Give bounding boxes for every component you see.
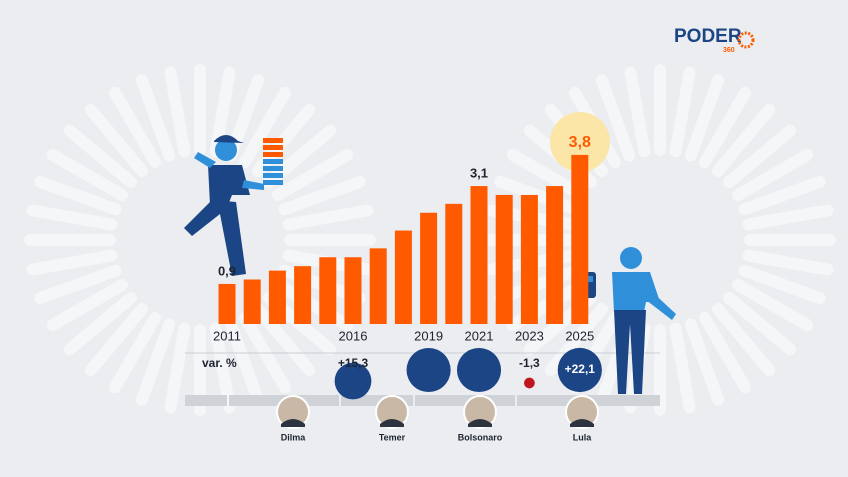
president-suit — [570, 419, 594, 427]
ray — [669, 322, 696, 414]
ray — [84, 103, 149, 178]
ray — [224, 318, 265, 406]
bar — [218, 283, 236, 324]
value-label: 3,8 — [569, 134, 591, 151]
president-name: Temer — [379, 432, 406, 442]
president-photo — [276, 395, 310, 429]
president-suit — [281, 419, 305, 427]
ray — [46, 149, 129, 201]
president-name: Bolsonaro — [458, 432, 503, 442]
value-label: 3,1 — [470, 165, 488, 180]
bar — [394, 230, 412, 324]
bar — [319, 257, 337, 324]
ray — [742, 204, 834, 231]
worker-figure — [184, 135, 283, 276]
logo: PODER — [674, 26, 742, 47]
ray — [722, 124, 797, 189]
x-tick-label: 2021 — [465, 328, 494, 343]
ray — [209, 322, 236, 414]
president-photo — [565, 395, 599, 429]
ray — [684, 318, 725, 406]
ray — [684, 74, 725, 162]
president-name: Dilma — [281, 432, 307, 442]
variation-circle — [334, 362, 372, 400]
variation-circle — [524, 377, 535, 389]
ray — [711, 103, 776, 178]
x-tick-label: 2016 — [339, 328, 368, 343]
president-suit — [380, 419, 404, 427]
president-photo — [375, 395, 409, 429]
bar — [546, 186, 564, 324]
ray — [278, 175, 366, 216]
president-suit — [468, 419, 492, 427]
bar — [571, 154, 589, 324]
variation-label: +22,1 — [565, 362, 596, 376]
ray — [595, 74, 636, 162]
ray — [84, 302, 149, 377]
ray — [669, 66, 696, 158]
x-tick-label: 2019 — [414, 328, 443, 343]
ray — [624, 66, 651, 158]
bar — [520, 194, 538, 324]
ray — [109, 311, 161, 394]
president-photo — [463, 395, 497, 429]
x-tick-label: 2023 — [515, 328, 544, 343]
highlight-glow — [550, 112, 610, 172]
ray — [738, 264, 826, 305]
ray — [63, 291, 138, 356]
ray — [271, 149, 354, 201]
x-tick-label: 2011 — [213, 328, 241, 343]
ray — [506, 149, 589, 201]
variation-circle — [406, 347, 451, 393]
ray — [699, 86, 751, 169]
bar — [344, 257, 362, 324]
logo-sub: 360 — [723, 47, 735, 54]
ray — [46, 279, 129, 331]
bar — [445, 203, 463, 324]
ray — [738, 175, 826, 216]
ray — [544, 302, 609, 377]
ray — [135, 74, 176, 162]
variation-label: -1,3 — [519, 356, 540, 370]
ray — [135, 318, 176, 406]
president-name: Lula — [573, 432, 592, 442]
ray — [731, 279, 814, 331]
bar — [470, 186, 488, 324]
analyst-figure — [574, 247, 676, 394]
ray — [224, 74, 265, 162]
value-label: 0,9 — [218, 263, 236, 278]
variation-circle — [557, 347, 602, 393]
variation-label: +15,3 — [338, 356, 369, 370]
ray — [34, 175, 122, 216]
ray — [731, 149, 814, 201]
bar — [420, 212, 438, 324]
ray — [164, 322, 191, 414]
bar — [243, 279, 261, 324]
ray — [26, 249, 118, 276]
logo-icon — [737, 31, 755, 49]
variation-label: var. % — [202, 356, 237, 370]
ray — [699, 311, 751, 394]
x-tick-label: 2025 — [565, 328, 594, 343]
ray — [722, 291, 797, 356]
bar — [294, 266, 312, 324]
ray — [282, 204, 374, 231]
ray — [164, 66, 191, 158]
variation-circle — [456, 347, 502, 393]
ray — [742, 249, 834, 276]
ray — [711, 302, 776, 377]
bar — [369, 248, 387, 324]
ray — [239, 86, 291, 169]
ray — [109, 86, 161, 169]
bar — [495, 194, 513, 324]
ray — [63, 124, 138, 189]
ray — [34, 264, 122, 305]
bar — [268, 270, 286, 324]
ray — [251, 302, 316, 377]
ray — [26, 204, 118, 231]
